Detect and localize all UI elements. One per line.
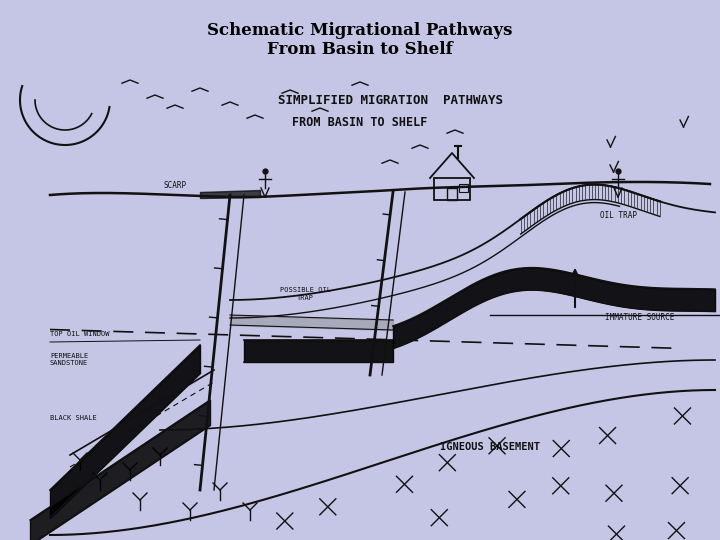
Text: IGNEOUS BASEMENT: IGNEOUS BASEMENT	[440, 442, 540, 452]
Text: POSSIBLE OIL
TRAP: POSSIBLE OIL TRAP	[279, 287, 330, 301]
Text: FROM BASIN TO SHELF: FROM BASIN TO SHELF	[292, 116, 428, 129]
Text: Schematic Migrational Pathways
From Basin to Shelf: Schematic Migrational Pathways From Basi…	[207, 22, 513, 58]
Text: PERMEABLE
SANDSTONE: PERMEABLE SANDSTONE	[50, 353, 89, 366]
Text: SCARP: SCARP	[163, 181, 186, 190]
Text: TOP OIL WINDOW: TOP OIL WINDOW	[50, 331, 109, 337]
Bar	[459, 184, 468, 192]
Bar	[434, 178, 470, 200]
Text: SIMPLIFIED MIGRATION  PATHWAYS: SIMPLIFIED MIGRATION PATHWAYS	[277, 93, 503, 106]
Text: IMMATURE SOURCE: IMMATURE SOURCE	[605, 313, 675, 322]
Text: BLACK SHALE: BLACK SHALE	[50, 415, 96, 421]
Bar	[447, 188, 457, 200]
Text: OIL TRAP: OIL TRAP	[600, 211, 637, 220]
